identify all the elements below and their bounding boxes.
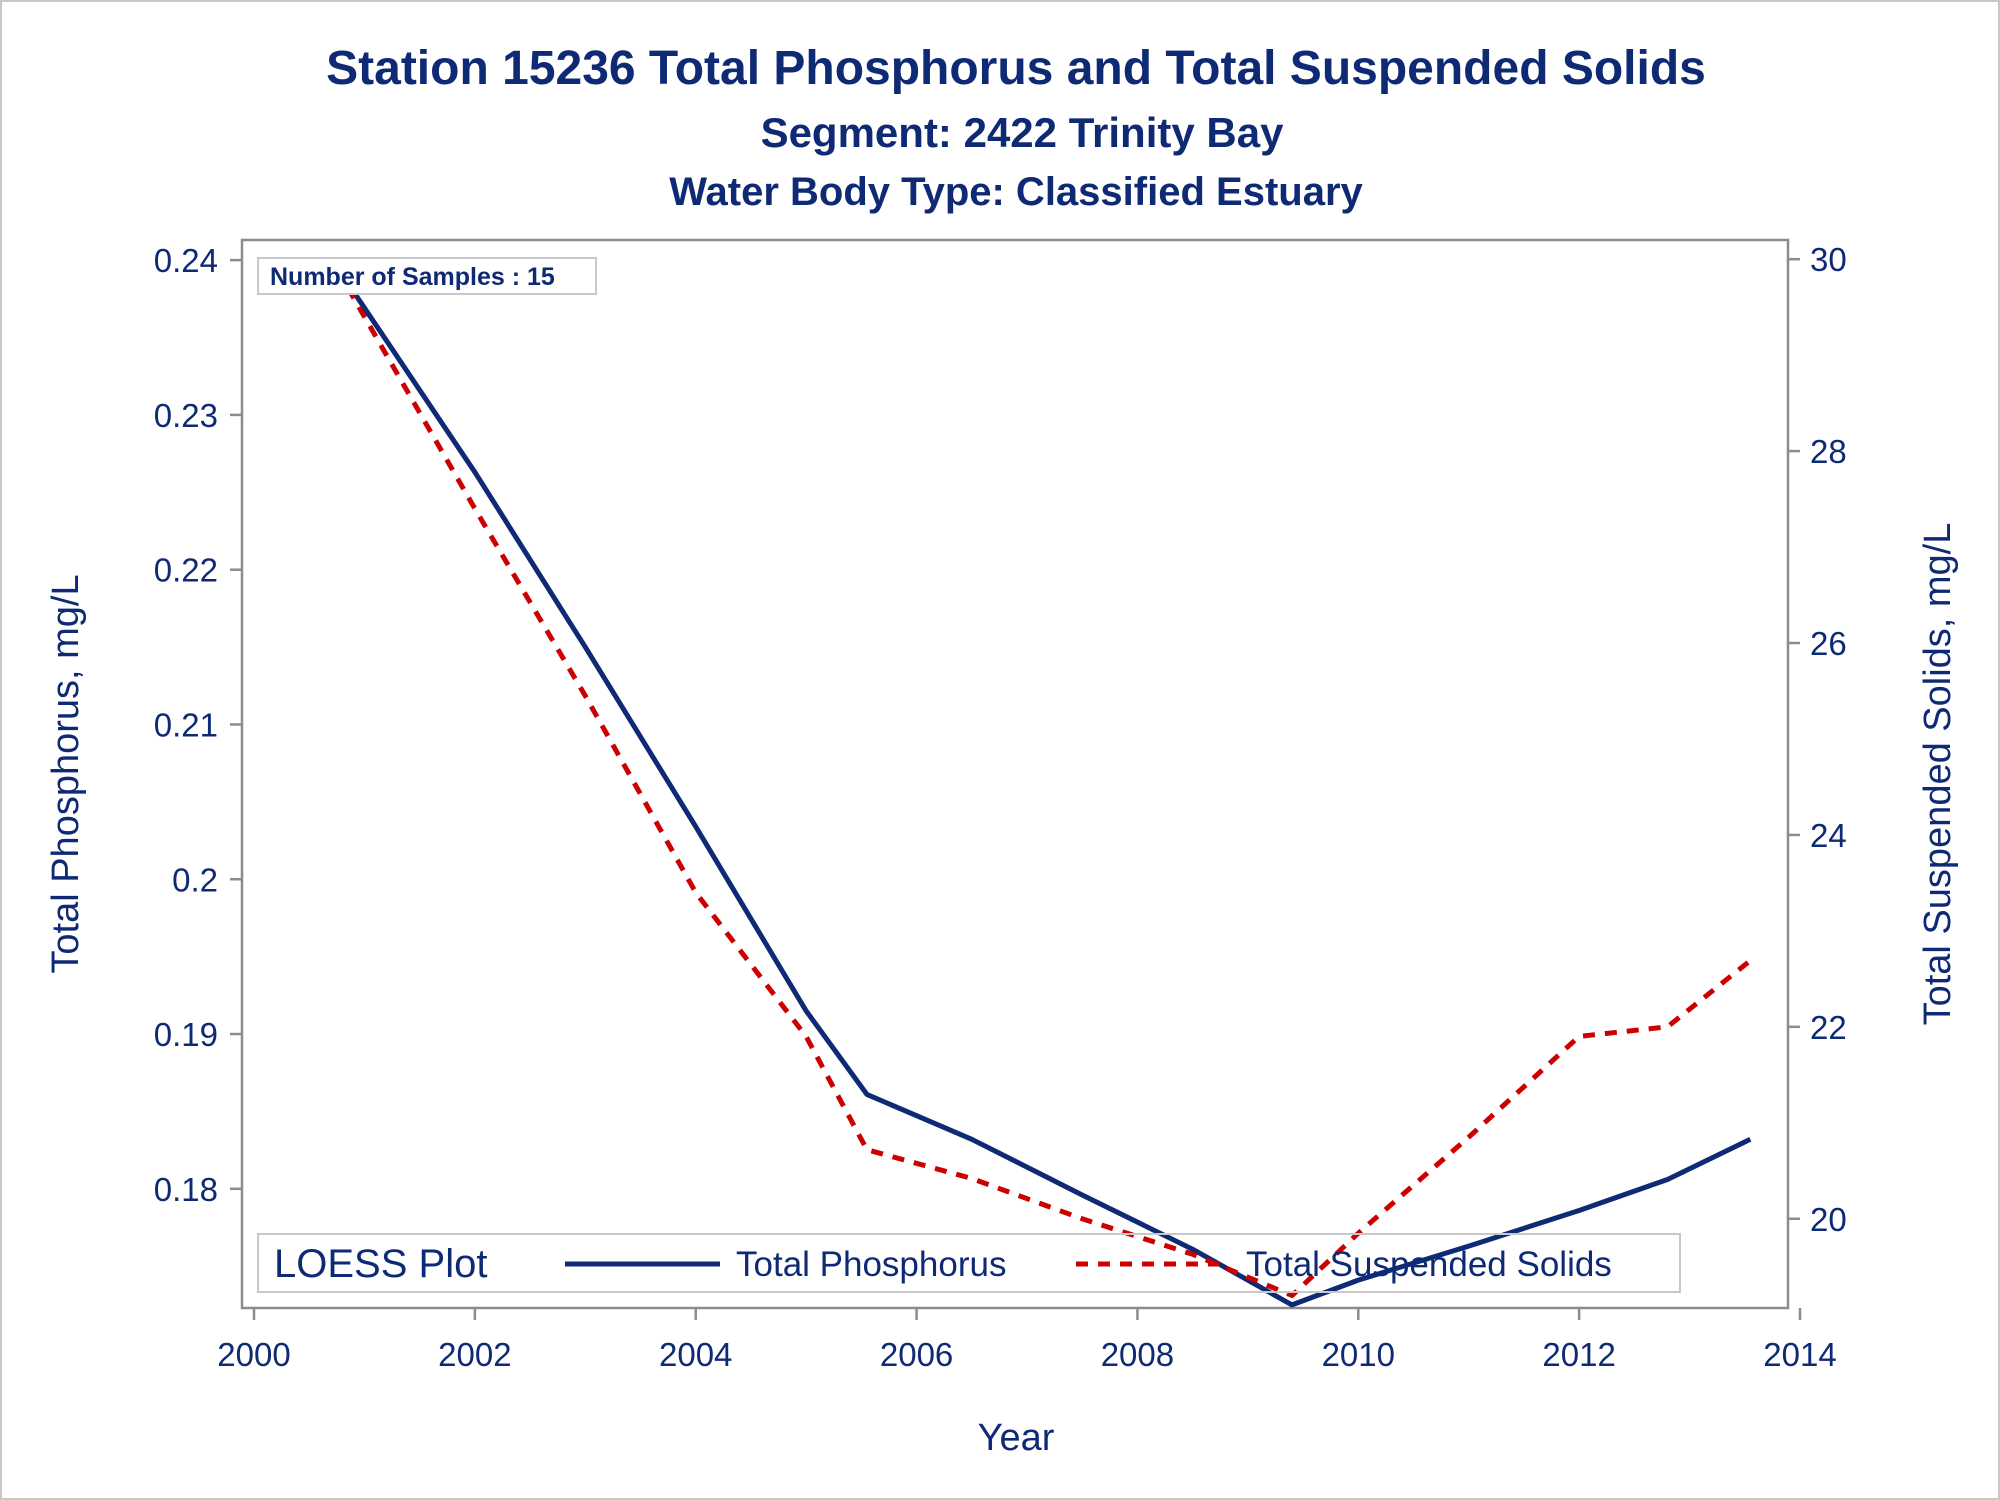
y2-tick-label: 20 bbox=[1810, 1201, 1847, 1238]
chart-subtitle-2: Water Body Type: Classified Estuary bbox=[669, 170, 1363, 214]
legend-entry-total-phosphorus: Total Phosphorus bbox=[736, 1245, 1006, 1284]
x-axis: 2000 2002 2004 2006 2008 2010 2012 2014 bbox=[217, 1308, 1837, 1373]
y-axis-left: 0.18 0.19 0.2 0.21 0.22 0.23 0.24 bbox=[154, 242, 242, 1208]
y-tick-label: 0.24 bbox=[154, 242, 218, 279]
x-axis-label: Year bbox=[978, 1417, 1055, 1459]
y-axis-label: Total Phosphorus, mg/L bbox=[45, 574, 87, 973]
x-tick-label: 2010 bbox=[1322, 1336, 1395, 1373]
x-tick-label: 2002 bbox=[438, 1336, 511, 1373]
y2-tick-label: 30 bbox=[1810, 241, 1847, 278]
y-tick-label: 0.23 bbox=[154, 397, 218, 434]
y-tick-label: 0.22 bbox=[154, 552, 218, 589]
y2-tick-label: 28 bbox=[1810, 433, 1847, 470]
y-tick-label: 0.21 bbox=[154, 706, 218, 743]
series-layer bbox=[345, 281, 1752, 1308]
x-tick-label: 2008 bbox=[1101, 1336, 1174, 1373]
x-tick-label: 2014 bbox=[1763, 1336, 1836, 1373]
chart-title: Station 15236 Total Phosphorus and Total… bbox=[326, 42, 1706, 95]
plot-area bbox=[240, 238, 1790, 1310]
chart-subtitle: Segment: 2422 Trinity Bay bbox=[761, 109, 1285, 156]
legend-entry-total-suspended-solids: Total Suspended Solids bbox=[1246, 1245, 1612, 1284]
annotation-box bbox=[257, 257, 597, 295]
y-tick-label: 0.2 bbox=[172, 861, 218, 898]
legend-title: LOESS Plot bbox=[274, 1242, 487, 1286]
y2-axis-label: Total Suspended Solids, mg/L bbox=[1917, 523, 1959, 1026]
y2-tick-label: 22 bbox=[1810, 1009, 1847, 1046]
x-tick-label: 2012 bbox=[1542, 1336, 1615, 1373]
x-tick-label: 2000 bbox=[217, 1336, 290, 1373]
x-tick-label: 2004 bbox=[659, 1336, 732, 1373]
legend-box bbox=[257, 1233, 1681, 1293]
y2-tick-label: 24 bbox=[1810, 817, 1847, 854]
y-tick-label: 0.18 bbox=[154, 1171, 218, 1208]
y-tick-label: 0.19 bbox=[154, 1016, 218, 1053]
series-line-total-phosphorus bbox=[345, 281, 1752, 1308]
series-line-total-suspended-solids bbox=[345, 286, 1752, 1298]
x-tick-label: 2006 bbox=[880, 1336, 953, 1373]
y-axis-right: 20 22 24 26 28 30 bbox=[1788, 241, 1847, 1238]
y2-tick-label: 26 bbox=[1810, 625, 1847, 662]
sample-count-annotation: Number of Samples : 15 bbox=[270, 263, 555, 291]
